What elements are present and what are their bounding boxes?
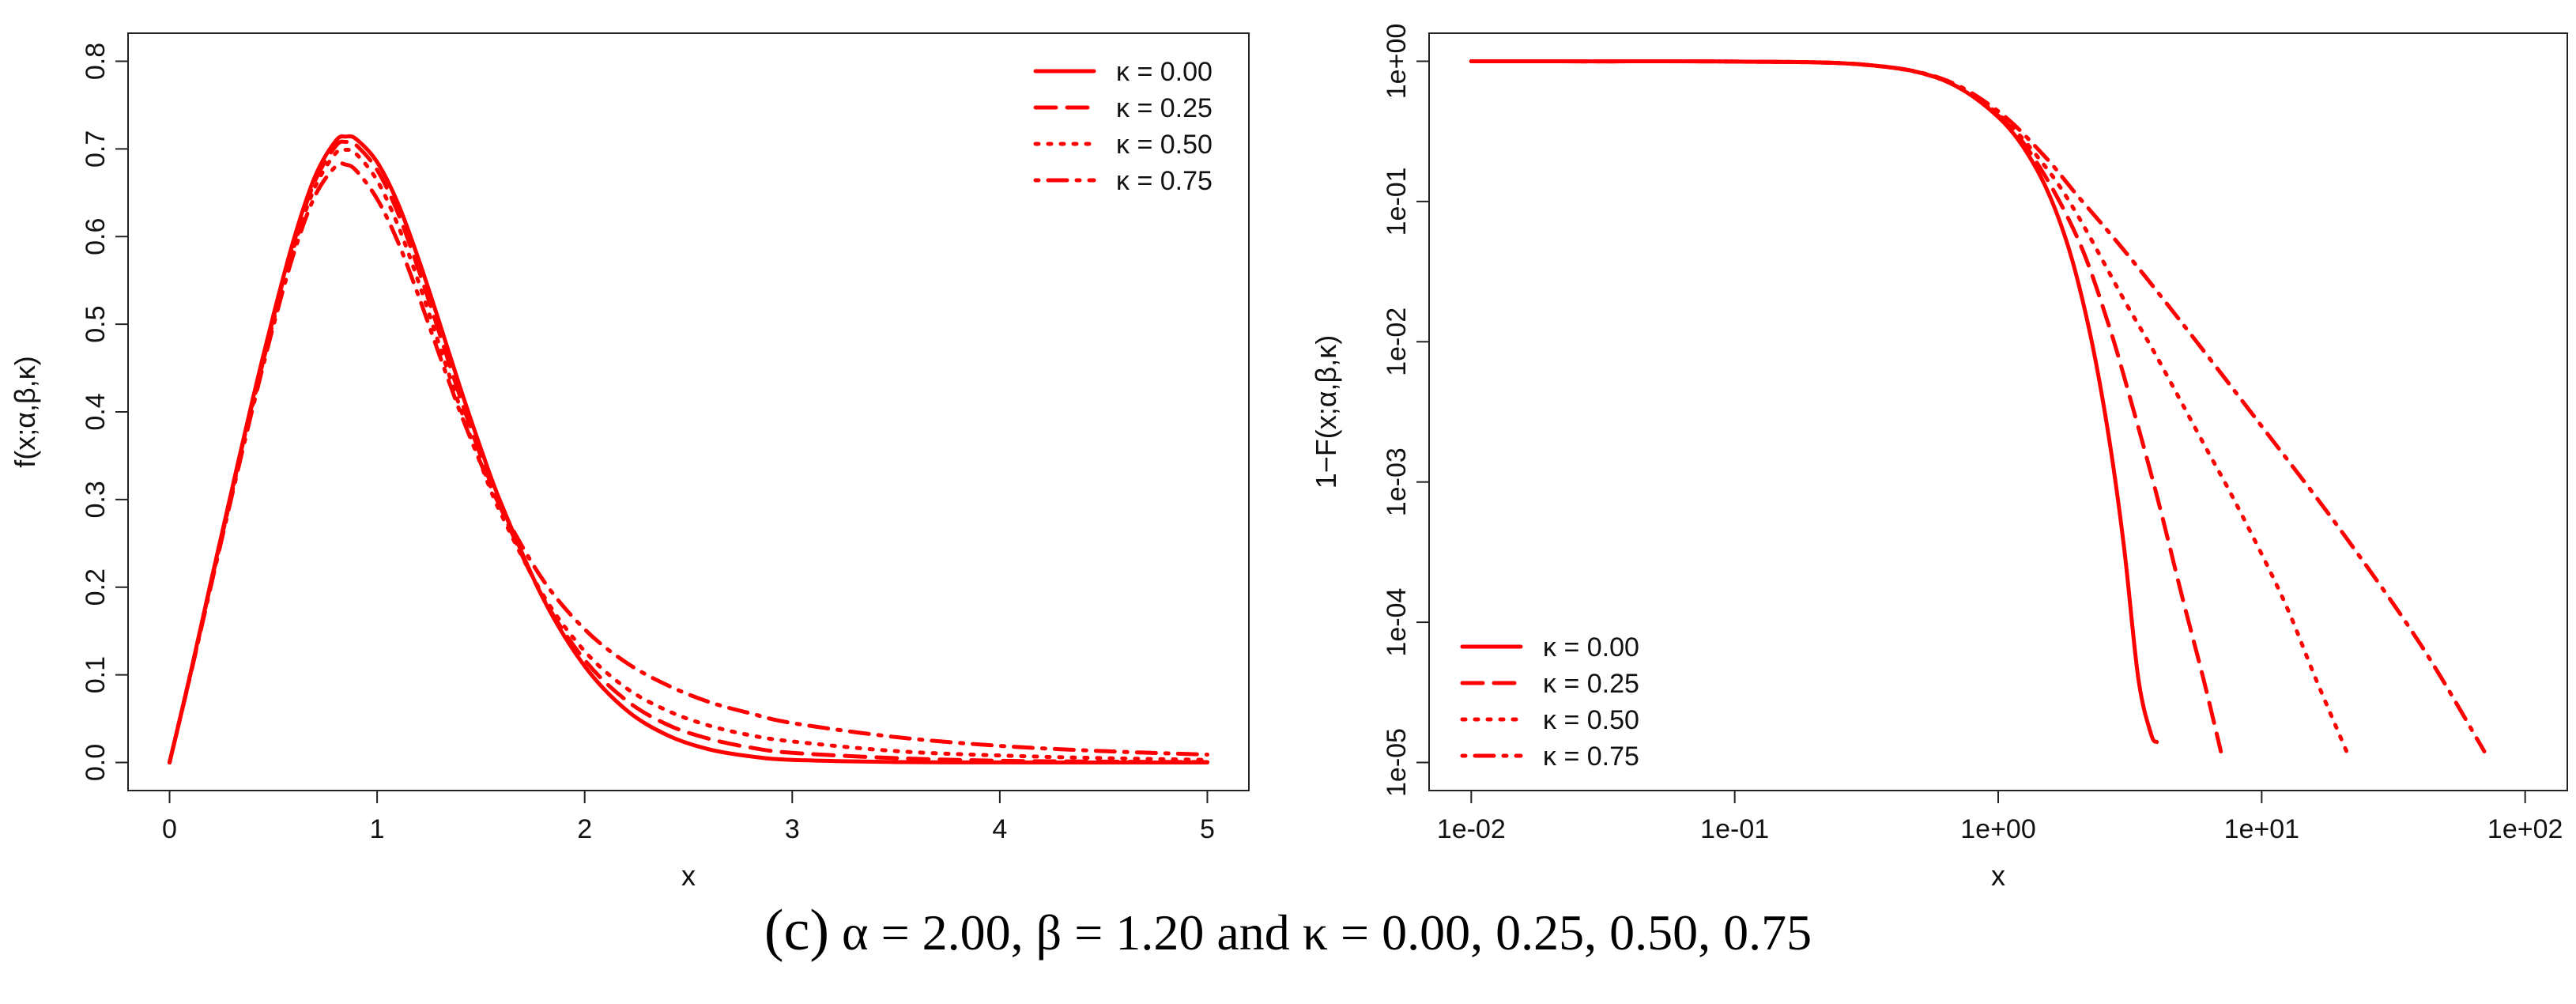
plot-frame bbox=[127, 32, 1250, 791]
legend-entry: κ = 0.25 bbox=[1543, 669, 1639, 699]
y-tick-label: 0.1 bbox=[81, 656, 111, 693]
series-line-dotted bbox=[168, 147, 1209, 764]
legend: κ = 0.00 κ = 0.25 κ = 0.50 κ = 0.75 bbox=[1460, 632, 1639, 772]
legend-entry: κ = 0.50 bbox=[1543, 705, 1639, 735]
x-tick-label: 1e-02 bbox=[1437, 814, 1506, 844]
x-tick-label: 1e+01 bbox=[2224, 814, 2300, 844]
series-line-dotted bbox=[1469, 59, 2349, 753]
x-tick-label: 1e+02 bbox=[2487, 814, 2563, 844]
legend-entry: κ = 0.75 bbox=[1543, 742, 1639, 772]
y-tick-label: 0.2 bbox=[81, 568, 111, 606]
x-tick-label: 5 bbox=[1200, 814, 1215, 844]
y-axis-label: f(x;α,β,κ) bbox=[9, 356, 41, 468]
density-chart: 0 1 2 3 4 5 0.0 0.1 0.2 0.3 0.4 0.5 0.6 0.7 0.8 x f(x;α,… bbox=[9, 32, 1250, 892]
series-line-dashed bbox=[168, 139, 1209, 764]
x-axis-ticks: 0 1 2 3 4 5 bbox=[162, 791, 1215, 844]
y-tick-label: 1e-03 bbox=[1382, 447, 1412, 516]
y-axis-label: 1−F(x;α,β,κ) bbox=[1310, 335, 1342, 489]
y-tick-label: 1e+00 bbox=[1382, 24, 1412, 100]
y-tick-label: 0.6 bbox=[81, 218, 111, 255]
x-axis-label: x bbox=[1991, 859, 2005, 892]
legend-entry: κ = 0.25 bbox=[1116, 93, 1213, 123]
series-line-solid bbox=[168, 134, 1209, 765]
y-tick-label: 1e-05 bbox=[1382, 728, 1412, 797]
y-tick-label: 0.0 bbox=[81, 744, 111, 781]
y-tick-label: 1e-04 bbox=[1382, 588, 1412, 657]
legend: κ = 0.00 κ = 0.25 κ = 0.50 κ = 0.75 bbox=[1033, 57, 1213, 196]
series-line-dotdash bbox=[1469, 59, 2487, 753]
x-axis-label: x bbox=[681, 859, 696, 892]
survival-chart: 1e-02 1e-01 1e+00 1e+01 1e+02 1e-05 1e-04 1e-03… bbox=[1310, 24, 2568, 892]
x-axis-ticks: 1e-02 1e-01 1e+00 1e+01 1e+02 bbox=[1437, 791, 2563, 844]
y-tick-label: 1e-01 bbox=[1382, 167, 1412, 236]
y-tick-label: 0.5 bbox=[81, 305, 111, 342]
y-axis-ticks: 0.0 0.1 0.2 0.3 0.4 0.5 0.6 0.7 0.8 bbox=[81, 43, 128, 781]
y-tick-label: 0.3 bbox=[81, 481, 111, 518]
x-tick-label: 0 bbox=[162, 814, 177, 844]
caption-label: (c) bbox=[764, 898, 830, 963]
legend-entry: κ = 0.50 bbox=[1116, 130, 1213, 160]
x-tick-label: 2 bbox=[577, 814, 592, 844]
figure-canvas: 0 1 2 3 4 5 0.0 0.1 0.2 0.3 0.4 0.5 0.6 0.7 0.8 x f(x;α,… bbox=[9, 24, 2568, 892]
y-tick-label: 1e-02 bbox=[1382, 308, 1412, 376]
x-tick-label: 4 bbox=[992, 814, 1007, 844]
x-tick-label: 1 bbox=[370, 814, 385, 844]
x-tick-label: 1e+00 bbox=[1960, 814, 2036, 844]
series-group bbox=[1469, 59, 2487, 753]
x-tick-label: 3 bbox=[785, 814, 800, 844]
y-tick-label: 0.4 bbox=[81, 393, 111, 430]
y-axis-ticks: 1e-05 1e-04 1e-03 1e-02 1e-01 1e+00 bbox=[1382, 24, 1429, 797]
series-line-dotdash bbox=[168, 161, 1209, 764]
figure-caption: (c) α = 2.00, β = 1.20 and κ = 0.00, 0.2… bbox=[0, 897, 2576, 964]
legend-entry: κ = 0.75 bbox=[1116, 166, 1213, 196]
y-tick-label: 0.7 bbox=[81, 130, 111, 168]
series-group bbox=[168, 134, 1209, 765]
legend-entry: κ = 0.00 bbox=[1543, 632, 1639, 662]
caption-text: α = 2.00, β = 1.20 and κ = 0.00, 0.25, 0… bbox=[842, 904, 1812, 961]
x-tick-label: 1e-01 bbox=[1700, 814, 1769, 844]
y-tick-label: 0.8 bbox=[81, 43, 111, 80]
legend-entry: κ = 0.00 bbox=[1116, 57, 1213, 87]
